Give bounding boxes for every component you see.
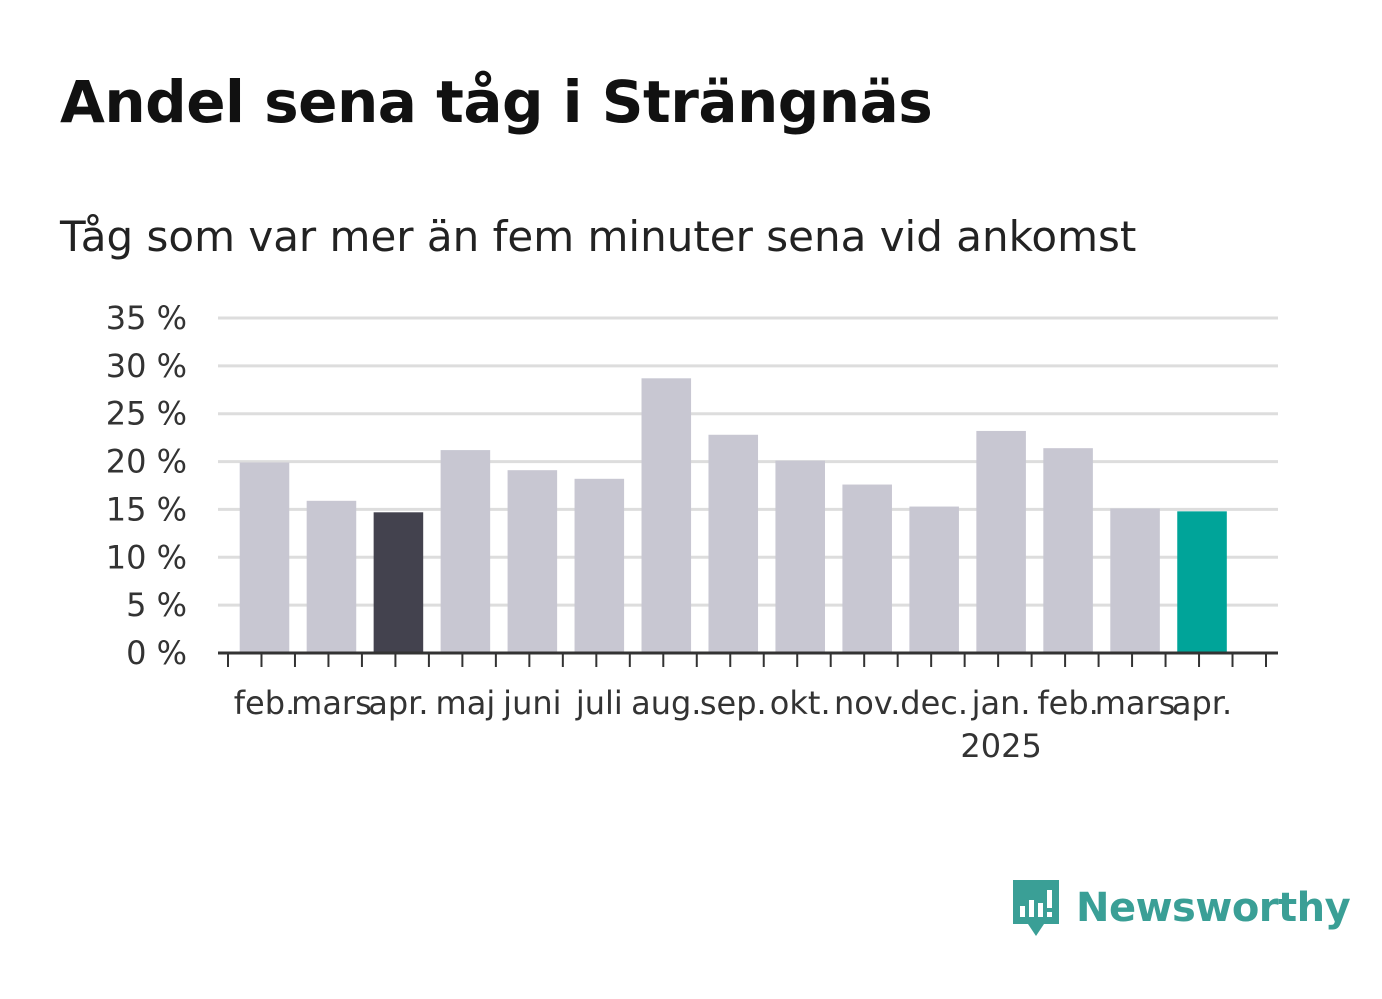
y-tick-label: 25 % [106,395,187,433]
y-tick-label: 5 % [126,586,187,624]
x-tick-label: mars [1095,684,1176,722]
chart-title: Andel sena tåg i Strängnäs [60,68,933,136]
x-tick-label: mars [291,684,372,722]
newsworthy-logo-icon [1013,880,1059,936]
x-tick-label: juli [575,684,623,722]
y-tick-label: 15 % [106,490,187,528]
x-tick-label: nov. [834,684,900,722]
y-tick-label: 20 % [106,443,187,481]
bar [1110,508,1160,653]
bar [239,462,290,653]
y-tick-label: 0 % [126,634,187,672]
bar [306,500,357,653]
x-tick-label: maj [436,684,496,722]
x-tick-label: okt. [770,684,831,722]
bar [842,484,892,653]
chart-subtitle: Tåg som var mer än fem minuter sena vid … [60,212,1137,261]
x-tick-label: feb. [1037,684,1098,722]
y-tick-label: 35 % [106,299,187,337]
bar [507,470,558,653]
brand-name: Newsworthy [1076,885,1351,931]
x-tick-label: jan. [971,684,1031,722]
x-axis [218,651,1278,667]
x-tick-label: apr. [368,684,428,722]
x-tick-label: feb. [234,684,295,722]
bars [239,378,1227,653]
bar [641,378,692,653]
x-tick-label: juni [502,684,561,722]
x-tick-label: apr. [1172,684,1232,722]
x-tick-label: aug. [631,684,701,722]
bar [574,478,625,653]
y-tick-label: 30 % [106,347,187,385]
newsworthy-logo: Newsworthy [1010,878,1351,938]
bar [775,460,826,653]
bar [440,450,491,653]
bar [1043,448,1093,653]
bar [373,512,424,653]
y-tick-label: 10 % [106,538,187,576]
bar [1177,511,1227,653]
x-tick-label: dec. [900,684,968,722]
bar [909,506,959,653]
bar [708,434,759,653]
bar [976,430,1026,653]
x-tick-label: sep. [700,684,767,722]
x-year-label: 2025 [960,727,1041,765]
y-axis-labels: 0 % 5 % 10 % 15 % 20 % 25 % 30 % 35 % [106,299,187,672]
